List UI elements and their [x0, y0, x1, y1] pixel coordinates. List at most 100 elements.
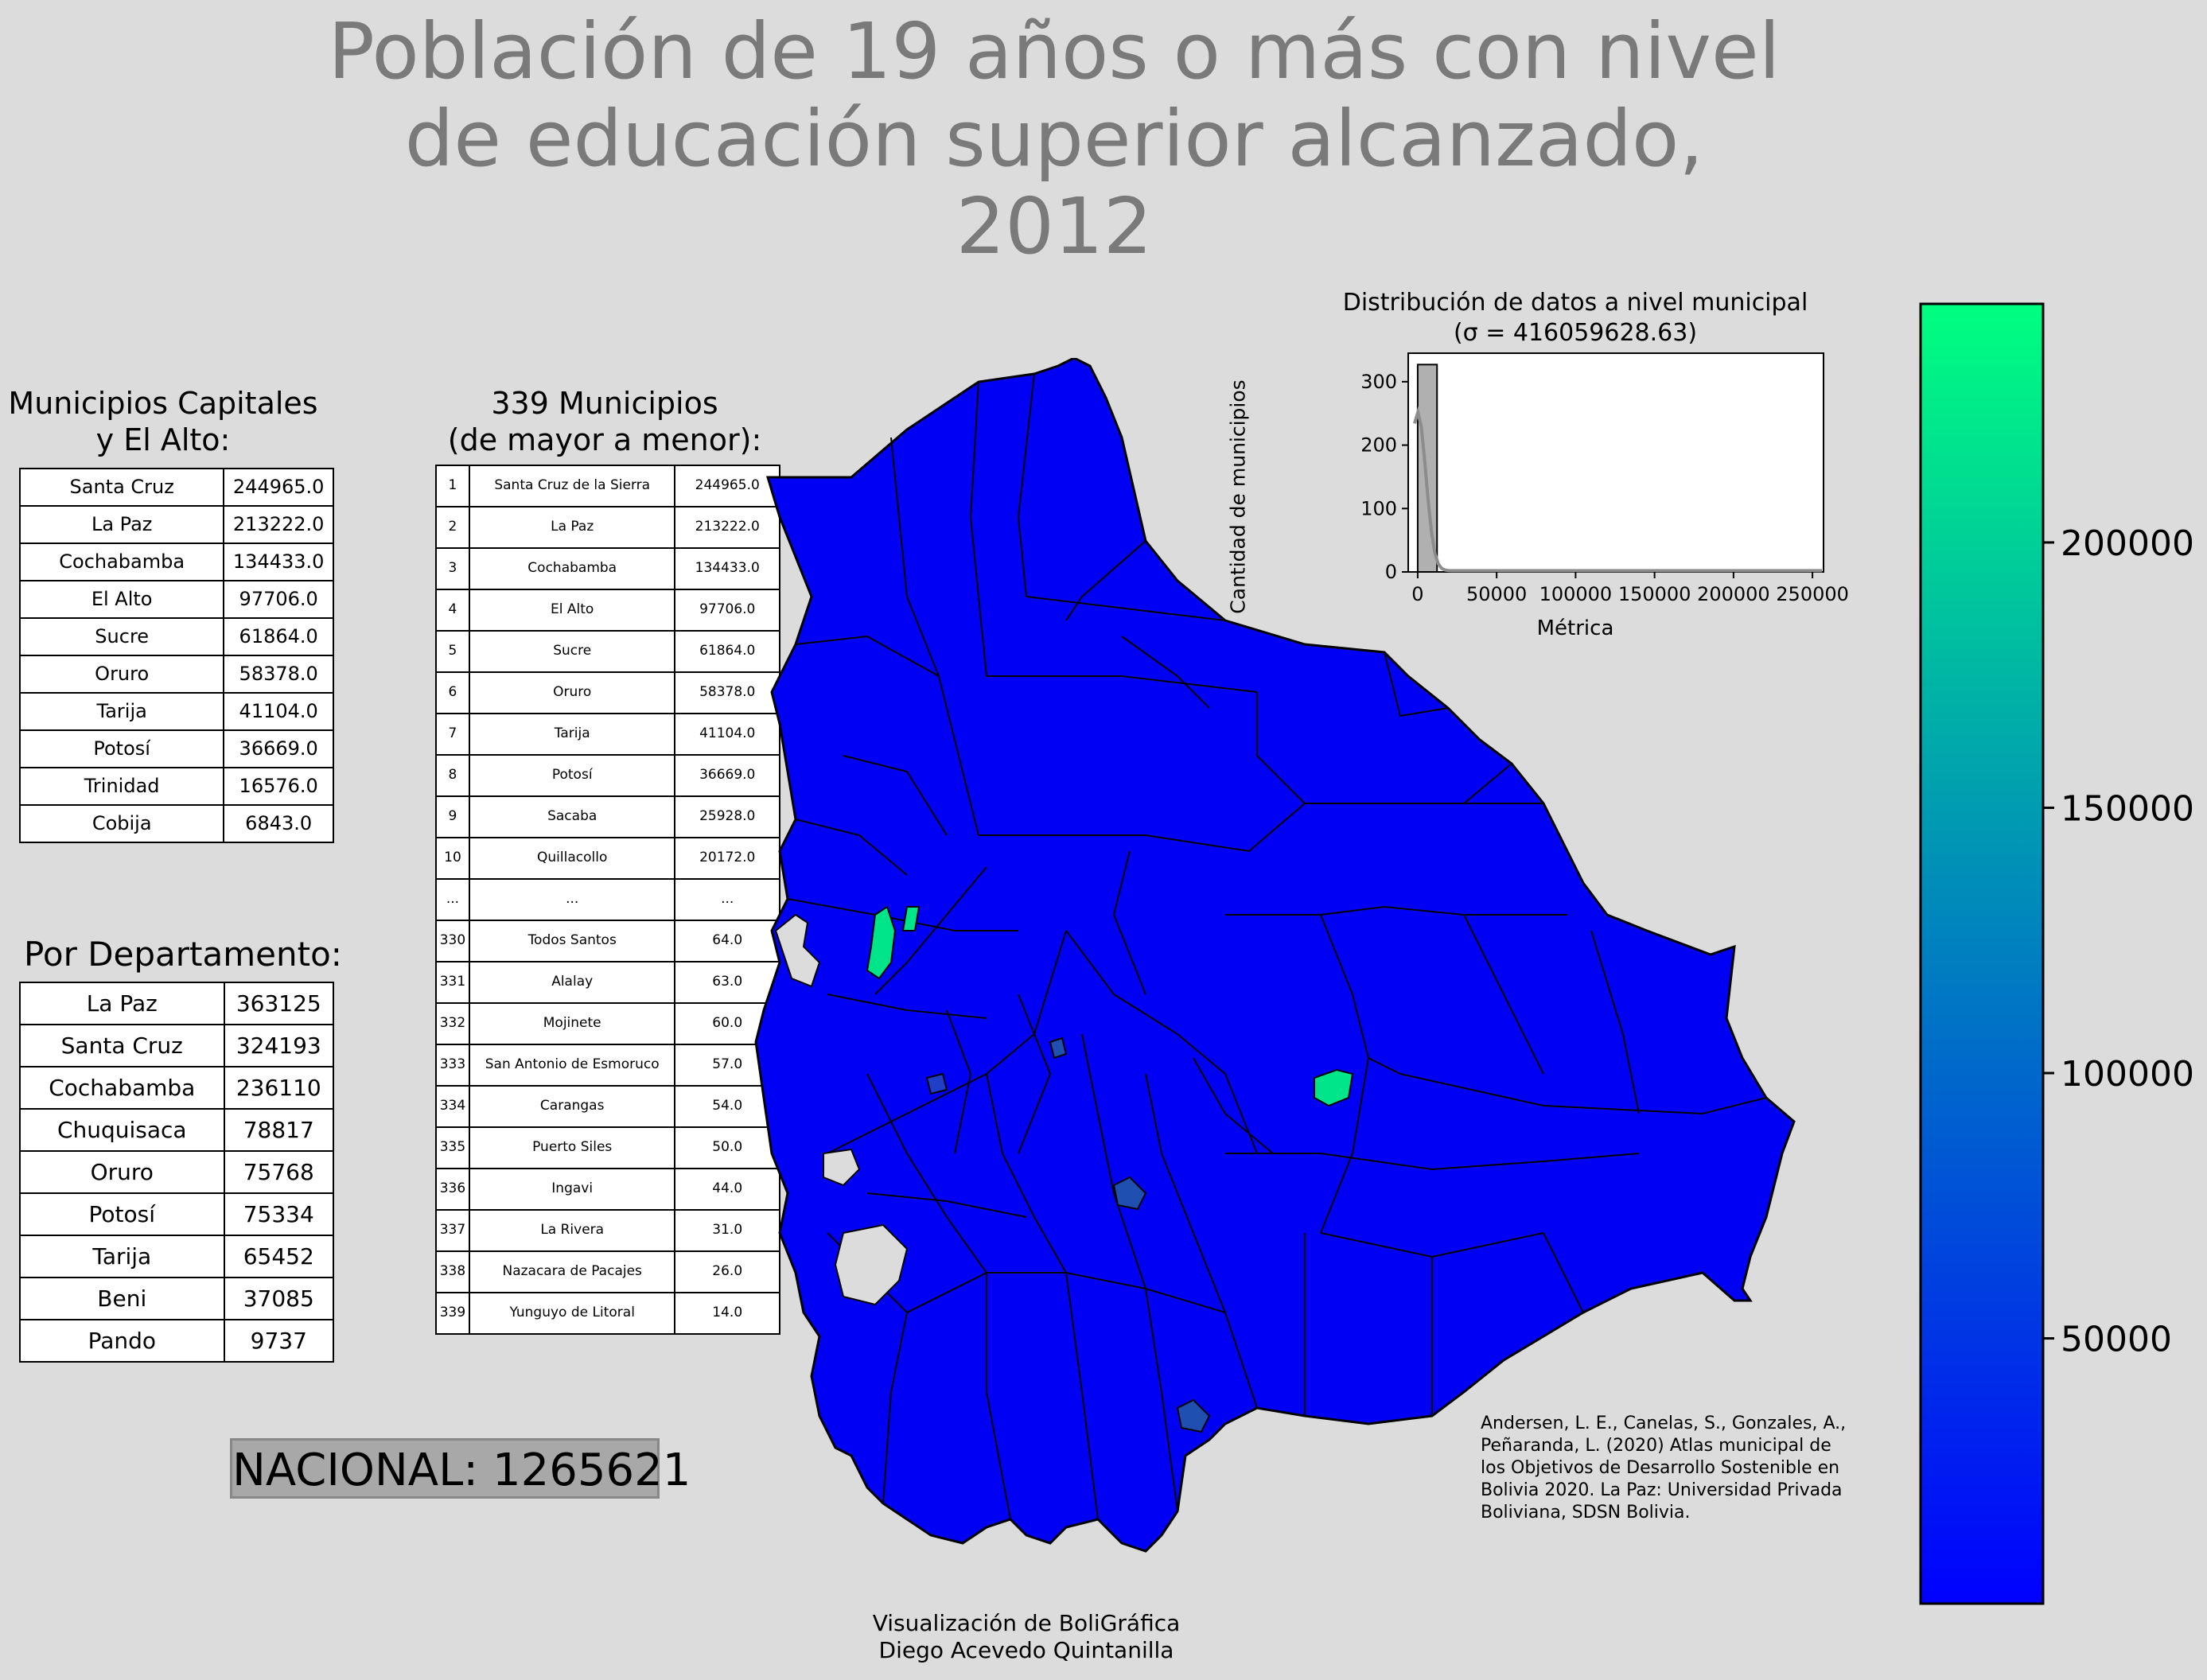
mun-rank-cell: 337 — [435, 1209, 470, 1252]
mun-name-cell: Quillacollo — [468, 837, 676, 880]
mun-value-cell: 61864.0 — [674, 630, 780, 673]
dep-value-cell: 78817 — [223, 1108, 335, 1152]
colorbar: 50000 100000 150000 200000 — [1919, 302, 2194, 1605]
mun-row: 333 San Antonio de Esmoruco 57.0 — [435, 1044, 780, 1087]
mun-name-cell: ... — [468, 878, 676, 921]
cap-row: El Alto 97706.0 — [18, 580, 334, 619]
cap-name-cell: La Paz — [18, 505, 225, 544]
mun-name-cell: Mojinete — [468, 1002, 676, 1045]
mun-value-cell: 31.0 — [674, 1209, 780, 1252]
colorbar-tick-label: 50000 — [2061, 1320, 2172, 1360]
municipalities-title-line-2: (de mayor a menor): — [447, 422, 762, 457]
mun-rank-cell: 335 — [435, 1126, 470, 1169]
mun-row: 334 Carangas 54.0 — [435, 1085, 780, 1128]
histogram-x-tick-label: 150000 — [1618, 583, 1691, 605]
colorbar-tick-label: 200000 — [2061, 523, 2194, 564]
salar-coipasa — [823, 1148, 861, 1187]
mun-row: 337 La Rivera 31.0 — [435, 1209, 780, 1252]
mun-value-cell: 14.0 — [674, 1292, 780, 1335]
histogram-x-tick-label: 250000 — [1776, 583, 1849, 605]
mun-row: 10 Quillacollo 20172.0 — [435, 837, 780, 880]
departments-title: Por Departamento: — [24, 935, 342, 974]
cap-name-cell: Sucre — [18, 617, 225, 656]
dep-row: Oruro 75768 — [19, 1150, 335, 1194]
colorbar-tick-label: 100000 — [2061, 1054, 2194, 1095]
dep-value-cell: 236110 — [223, 1066, 335, 1110]
capitals-title-line-1: Municipios Capitales — [8, 386, 318, 421]
mun-value-cell: 41104.0 — [674, 713, 780, 756]
mun-rank-cell: 5 — [435, 630, 470, 673]
national-total-box: NACIONAL: 1265621 — [230, 1438, 691, 1499]
cap-row: Oruro 58378.0 — [18, 655, 334, 694]
cap-value-cell: 61864.0 — [223, 617, 334, 656]
mun-name-cell: Cochabamba — [468, 547, 676, 590]
santa-cruz-municipality — [1314, 1068, 1354, 1107]
cap-name-cell: Potosí — [18, 729, 225, 768]
mun-rank-cell: 9 — [435, 795, 470, 838]
dep-value-cell: 324193 — [223, 1024, 335, 1068]
mun-name-cell: Alalay — [468, 961, 676, 1004]
cap-value-cell: 97706.0 — [223, 580, 334, 619]
mun-row: 6 Oruro 58378.0 — [435, 671, 780, 714]
histogram-x-tick-label: 200000 — [1697, 583, 1770, 605]
mun-rank-cell: 1 — [435, 465, 470, 508]
dep-row: La Paz 363125 — [19, 982, 335, 1025]
mun-value-cell: 244965.0 — [674, 465, 780, 508]
mun-name-cell: Yunguyo de Litoral — [468, 1292, 676, 1335]
mun-value-cell: 20172.0 — [674, 837, 780, 880]
mun-value-cell: 64.0 — [674, 920, 780, 962]
mun-rank-cell: 334 — [435, 1085, 470, 1128]
histogram-density-curve — [1412, 406, 1822, 573]
cap-row: Tarija 41104.0 — [18, 692, 334, 731]
mun-row: ......... — [435, 878, 780, 921]
dep-row: Tarija 65452 — [19, 1235, 335, 1278]
histogram-plot-area — [1407, 352, 1824, 573]
la-paz-el-alto-municipality — [866, 905, 897, 980]
dep-value-cell: 65452 — [223, 1235, 335, 1278]
bolivia-map — [754, 358, 1796, 1553]
cap-name-cell: Santa Cruz — [18, 468, 225, 507]
cap-row: Potosí 36669.0 — [18, 729, 334, 768]
histogram-x-label: Métrica — [1536, 616, 1614, 640]
mun-name-cell: Sacaba — [468, 795, 676, 838]
capitals-title: Municipios Capitales y El Alto: — [8, 385, 318, 458]
mun-name-cell: Tarija — [468, 713, 676, 756]
cap-row: Cobija 6843.0 — [18, 804, 334, 843]
mun-rank-cell: ... — [435, 878, 470, 921]
mun-value-cell: 44.0 — [674, 1168, 780, 1211]
dep-name-cell: La Paz — [19, 982, 225, 1025]
histogram-y-tick-label: 100 — [1360, 497, 1397, 519]
histogram-x-tick-label: 100000 — [1539, 583, 1613, 605]
mun-row: 330 Todos Santos 64.0 — [435, 920, 780, 962]
mun-name-cell: Todos Santos — [468, 920, 676, 962]
mun-rank-cell: 3 — [435, 547, 470, 590]
mun-rank-cell: 333 — [435, 1044, 470, 1087]
mun-row: 3 Cochabamba 134433.0 — [435, 547, 780, 590]
colorbar-gradient — [1919, 302, 2045, 1605]
dep-name-cell: Santa Cruz — [19, 1024, 225, 1068]
cap-name-cell: Oruro — [18, 655, 225, 694]
mun-rank-cell: 332 — [435, 1002, 470, 1045]
mun-row: 332 Mojinete 60.0 — [435, 1002, 780, 1045]
mun-rank-cell: 338 — [435, 1250, 470, 1293]
histogram-y-label: Cantidad de municipios — [1226, 379, 1250, 614]
dep-row: Cochabamba 236110 — [19, 1066, 335, 1110]
cap-value-cell: 134433.0 — [223, 542, 334, 581]
mun-rank-cell: 7 — [435, 713, 470, 756]
capitals-table: Santa Cruz 244965.0 La Paz 213222.0 Cochabam… — [18, 468, 334, 843]
dep-name-cell: Oruro — [19, 1150, 225, 1194]
mun-row: 1 Santa Cruz de la Sierra 244965.0 — [435, 465, 780, 508]
municipalities-table: 1 Santa Cruz de la Sierra 244965.0 2 La Paz 2… — [435, 465, 780, 1335]
mun-name-cell: Potosí — [468, 754, 676, 797]
mun-name-cell: Puerto Siles — [468, 1126, 676, 1169]
dep-row: Santa Cruz 324193 — [19, 1024, 335, 1068]
dep-value-cell: 363125 — [223, 982, 335, 1025]
histogram-title: Distribución de datos a nivel municipal … — [1321, 288, 1830, 348]
dep-value-cell: 75334 — [223, 1192, 335, 1236]
mun-value-cell: 36669.0 — [674, 754, 780, 797]
cochabamba-municipality — [1049, 1036, 1068, 1060]
cap-value-cell: 244965.0 — [223, 468, 334, 507]
mun-value-cell: ... — [674, 878, 780, 921]
cap-row: Sucre 61864.0 — [18, 617, 334, 656]
cap-value-cell: 16576.0 — [223, 767, 334, 806]
